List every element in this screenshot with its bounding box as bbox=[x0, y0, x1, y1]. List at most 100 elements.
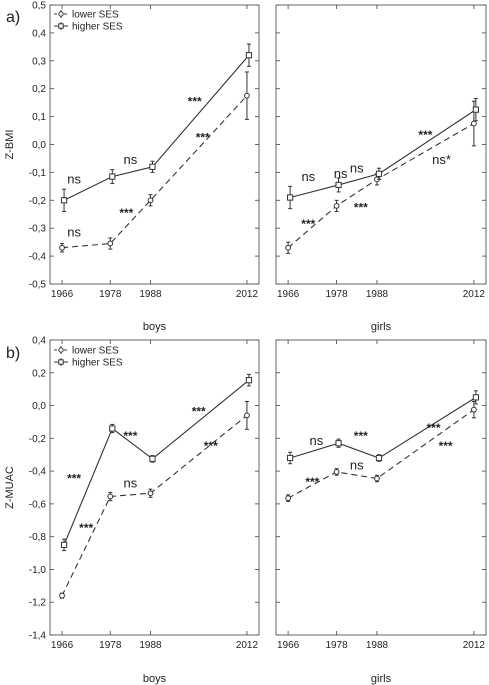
data-point-higher-ses bbox=[287, 194, 294, 201]
data-point-higher-ses bbox=[335, 181, 342, 189]
y-tick-label: -0,5 bbox=[29, 280, 47, 291]
significance-annotation: ns bbox=[350, 160, 364, 175]
legend-marker-circle bbox=[58, 347, 64, 353]
data-point-lower-ses bbox=[147, 197, 154, 204]
legend-marker-circle bbox=[58, 11, 64, 17]
significance-annotation: *** bbox=[79, 521, 93, 535]
data-point-higher-ses bbox=[149, 455, 156, 462]
significance-annotation: ns bbox=[124, 476, 138, 491]
y-axis-label: Z-BMI bbox=[4, 130, 16, 160]
data-point-lower-ses bbox=[470, 120, 477, 127]
x-tick-label: 1988 bbox=[366, 640, 389, 651]
data-point-higher-ses bbox=[109, 425, 116, 432]
data-point-higher-ses bbox=[472, 106, 479, 113]
y-tick-label: 0,4 bbox=[32, 336, 46, 347]
x-tick-label: 2012 bbox=[463, 640, 486, 651]
y-tick-label: 0,4 bbox=[32, 28, 46, 39]
y-tick-label: -1,2 bbox=[29, 598, 47, 609]
data-point-higher-ses bbox=[245, 377, 253, 384]
x-tick-label: 1978 bbox=[325, 640, 348, 651]
x-tick-label: 2012 bbox=[236, 640, 259, 651]
series-line-lower-ses bbox=[287, 123, 475, 249]
legend-label: higher SES bbox=[72, 358, 123, 369]
x-tick-label: 2012 bbox=[236, 289, 259, 300]
y-tick-label: 0,5 bbox=[32, 1, 46, 12]
x-tick-label: 1978 bbox=[325, 289, 348, 300]
data-point-lower-ses bbox=[333, 202, 340, 209]
subplot-label: girls bbox=[371, 673, 392, 685]
series-line-higher-ses bbox=[289, 396, 477, 459]
significance-annotation: ns bbox=[67, 172, 81, 187]
x-tick-label: 1966 bbox=[277, 289, 300, 300]
x-tick-label: 1966 bbox=[51, 289, 74, 300]
data-point-lower-ses bbox=[59, 592, 65, 599]
significance-annotation: *** bbox=[204, 439, 218, 453]
x-tick-label: 1966 bbox=[51, 640, 74, 651]
significance-annotation: ns bbox=[67, 225, 81, 240]
data-point-lower-ses bbox=[470, 406, 477, 413]
y-tick-label: -1,0 bbox=[29, 565, 47, 576]
significance-annotation: *** bbox=[305, 475, 319, 489]
data-point-higher-ses bbox=[245, 52, 253, 59]
significance-annotation: *** bbox=[354, 200, 368, 214]
significance-annotation: ns bbox=[334, 166, 348, 181]
y-tick-label: -0,8 bbox=[29, 532, 47, 543]
x-tick-label: 1988 bbox=[139, 640, 162, 651]
plot-frame bbox=[275, 339, 487, 636]
data-point-lower-ses bbox=[107, 240, 114, 247]
series-line-lower-ses bbox=[287, 409, 475, 499]
subplot-label: boys bbox=[143, 673, 167, 685]
significance-annotation: *** bbox=[196, 131, 210, 145]
subplot-label: girls bbox=[371, 321, 392, 333]
significance-annotation: *** bbox=[123, 429, 137, 443]
y-tick-label: -0,3 bbox=[29, 224, 47, 235]
subplot-boys: 1966 1978 1988 2012 boys *** *** ns *** *** *** low… bbox=[49, 339, 260, 685]
series-line-higher-ses bbox=[63, 379, 250, 546]
series-line-higher-ses bbox=[63, 54, 250, 201]
legend-marker-square bbox=[58, 359, 64, 365]
y-tick-label: -1,4 bbox=[29, 631, 47, 642]
y-tick-label: -0,4 bbox=[29, 252, 47, 263]
data-point-lower-ses bbox=[374, 475, 380, 482]
y-tick-label: 0,1 bbox=[32, 112, 46, 123]
significance-annotation: ns bbox=[124, 152, 138, 167]
significance-annotation: ns bbox=[310, 433, 324, 448]
significance-annotation: *** bbox=[354, 429, 368, 443]
x-tick-label: 1988 bbox=[139, 289, 162, 300]
series-line-lower-ses bbox=[61, 414, 248, 596]
data-point-higher-ses bbox=[472, 394, 479, 401]
plot-frame bbox=[49, 339, 260, 636]
data-point-higher-ses bbox=[375, 170, 383, 177]
legend-label: lower SES bbox=[72, 10, 119, 21]
legend-label: lower SES bbox=[72, 346, 119, 357]
data-point-lower-ses bbox=[333, 469, 340, 475]
x-tick-label: 2012 bbox=[463, 289, 486, 300]
data-point-higher-ses bbox=[375, 454, 383, 462]
y-tick-label: 0,0 bbox=[32, 140, 46, 151]
significance-annotation: *** bbox=[119, 206, 133, 220]
data-point-lower-ses bbox=[107, 493, 114, 500]
chart-bmi: a) Z-BMI -0,5 -0,4 -0,3 -0,2 -0,1 0,0 0,1 0,2 0,3 0… bbox=[4, 1, 487, 333]
significance-annotation: ns* bbox=[432, 152, 451, 167]
subplot-boys: 1966 1978 1988 2012 boys ns ns ns *** *** *** lower… bbox=[49, 4, 260, 333]
y-tick-label: 0,2 bbox=[32, 368, 46, 379]
chart-muac: b) Z-MUAC -1,4 -1,2 -1,0 -0,8 -0,6 -0,4 -0,2 0,0 0… bbox=[4, 336, 487, 685]
data-point-higher-ses bbox=[60, 197, 68, 204]
data-point-higher-ses bbox=[60, 541, 68, 548]
x-tick-label: 1988 bbox=[366, 289, 389, 300]
data-point-lower-ses bbox=[285, 495, 292, 502]
y-tick-label: -0,2 bbox=[29, 434, 47, 445]
significance-annotation: *** bbox=[439, 439, 453, 453]
data-point-higher-ses bbox=[109, 173, 116, 180]
y-tick-label: 0,3 bbox=[32, 56, 46, 67]
series-line-higher-ses bbox=[289, 109, 477, 199]
data-point-higher-ses bbox=[287, 454, 294, 462]
data-point-lower-ses bbox=[147, 490, 154, 497]
y-tick-label: -0,4 bbox=[29, 467, 47, 478]
panel-label: a) bbox=[6, 9, 20, 26]
significance-annotation: ns bbox=[350, 457, 364, 472]
subplot-label: boys bbox=[143, 321, 167, 333]
significance-annotation: *** bbox=[301, 217, 315, 231]
